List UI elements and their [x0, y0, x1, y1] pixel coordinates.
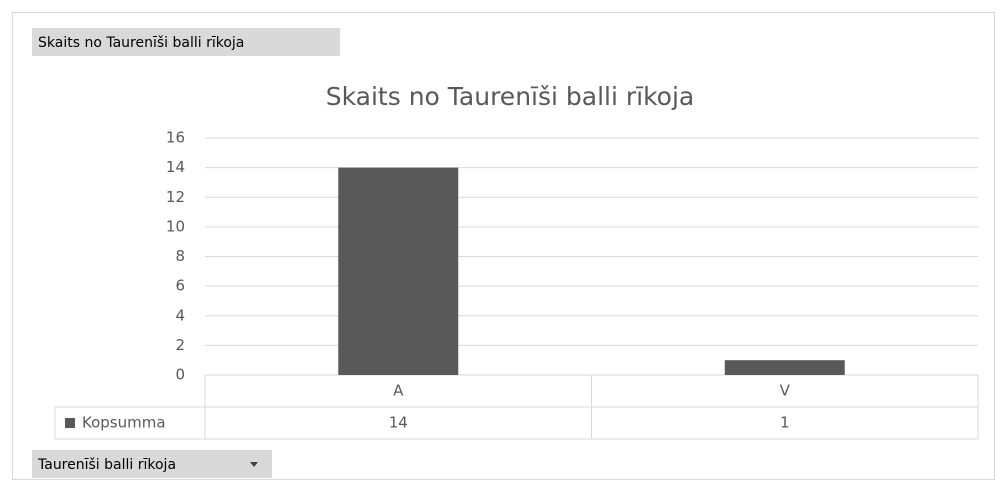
data-table-value: 1 [780, 414, 790, 432]
bar [724, 360, 845, 375]
value-field-button-label: Skaits no Taurenīši balli rīkoja [38, 35, 244, 51]
x-tick-label: V [780, 382, 791, 400]
y-tick-label: 12 [166, 188, 185, 206]
y-tick-label: 6 [175, 277, 185, 295]
y-tick-label: 2 [175, 336, 185, 354]
y-tick-label: 0 [175, 366, 185, 384]
value-field-button[interactable] [32, 28, 340, 56]
x-tick-label: A [393, 382, 404, 400]
y-tick-label: 10 [166, 217, 185, 235]
axis-field-button[interactable] [32, 450, 272, 478]
bar [338, 167, 459, 375]
data-table-row [54, 406, 979, 440]
legend-label: Kopsumma [82, 414, 166, 432]
legend-key [65, 418, 75, 428]
dropdown-arrow [250, 462, 258, 467]
chart-title: Skaits no Taurenīši balli rīkoja [326, 82, 695, 111]
y-tick-label: 4 [175, 306, 185, 324]
data-table-value: 14 [389, 414, 408, 432]
axis-field-button-label: Taurenīši balli rīkoja [37, 457, 176, 473]
chart-frame [12, 12, 995, 480]
y-tick-label: 14 [166, 158, 185, 176]
y-tick-label: 8 [175, 247, 185, 265]
y-tick-label: 16 [166, 129, 185, 147]
